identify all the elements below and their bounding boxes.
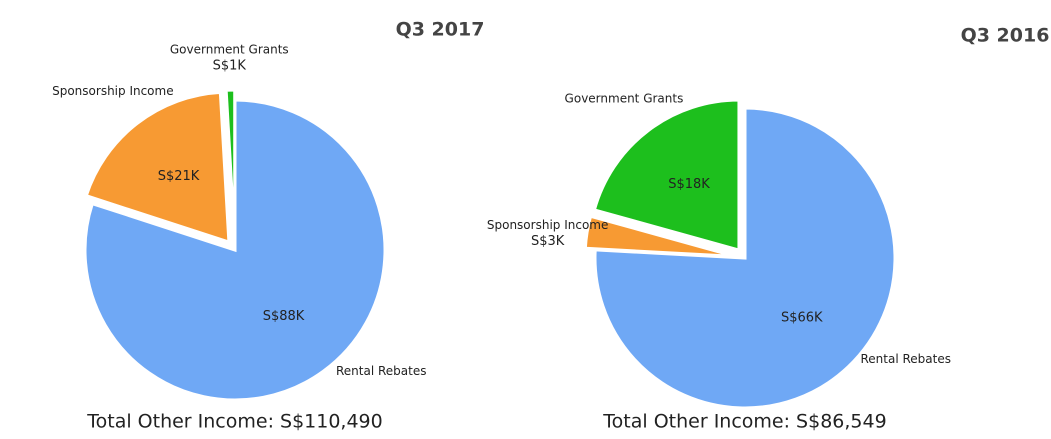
slice-name: Rental Rebates	[860, 352, 951, 366]
pie-slice	[583, 214, 736, 258]
pie-slice	[84, 90, 231, 245]
total-label: Total Other Income: S$86,549	[602, 411, 886, 433]
value-label: S$18K	[668, 177, 710, 192]
value-label: S$3K	[531, 234, 565, 249]
total-label: Total Other Income: S$110,490	[86, 411, 382, 433]
chart-title: Q3 2016	[961, 25, 1050, 47]
value-label: S$66K	[781, 310, 823, 325]
chart-title: Q3 2017	[396, 19, 485, 41]
slice-name: Government Grants	[170, 43, 289, 57]
pie-slice	[593, 106, 897, 410]
slice-name: Rental Rebates	[336, 364, 427, 378]
value-label: S$1K	[213, 59, 247, 74]
slice-name: Government Grants	[565, 91, 684, 105]
value-label: S$21K	[158, 169, 200, 184]
slice-name: Sponsorship Income	[52, 84, 174, 98]
slice-name: Sponsorship Income	[487, 218, 609, 232]
pie-slice	[224, 88, 237, 241]
pie-slice	[592, 98, 741, 253]
pie-slice	[83, 98, 387, 402]
value-label: S$88K	[263, 309, 305, 324]
